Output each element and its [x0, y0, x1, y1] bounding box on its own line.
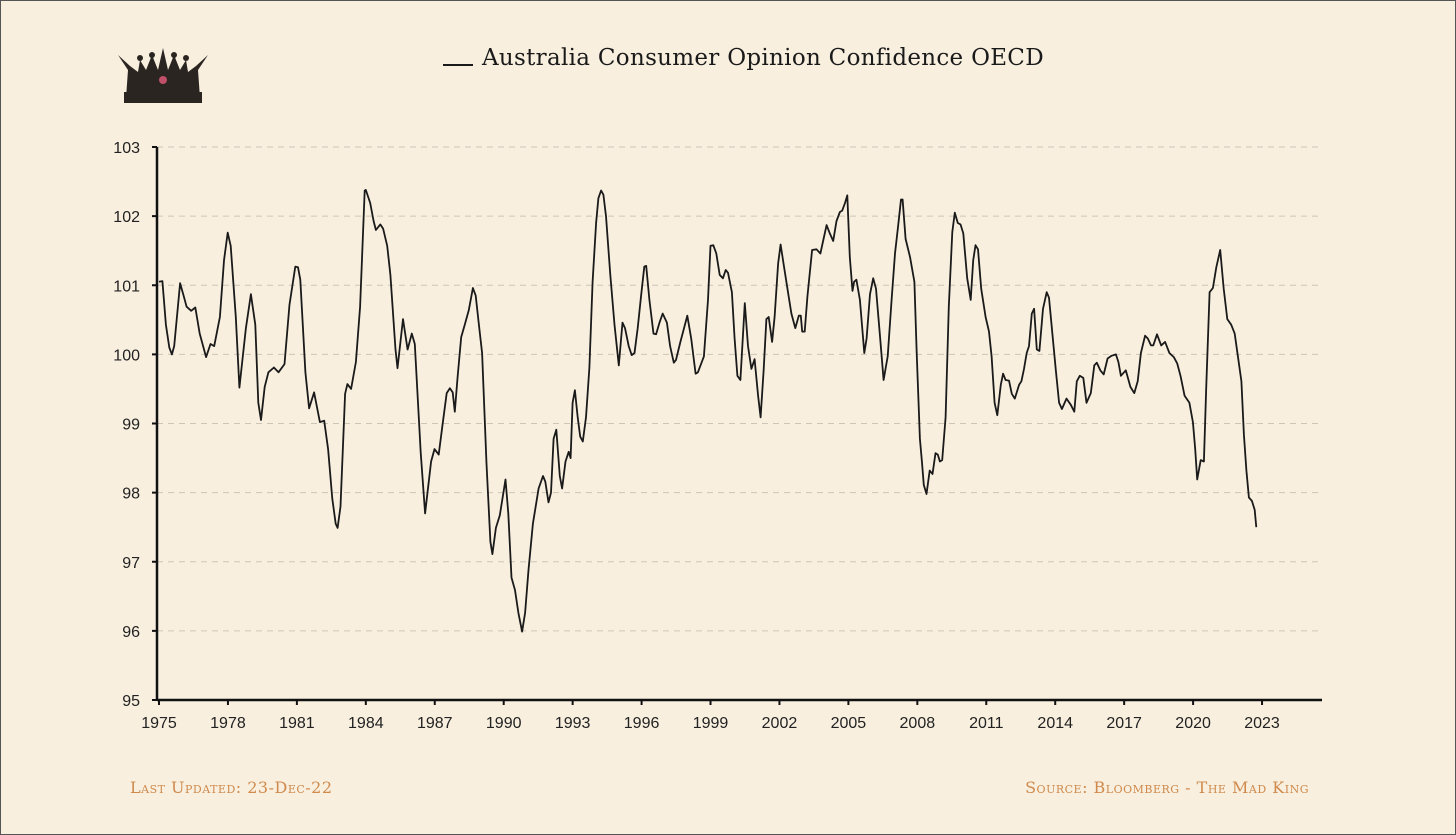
y-tick-label: 97: [122, 555, 140, 572]
y-tick-label: 102: [113, 209, 140, 226]
x-tick-label: 1996: [624, 715, 660, 732]
y-tick-label: 101: [113, 278, 140, 295]
x-tick-label: 1990: [486, 715, 522, 732]
x-tick-label: 2008: [900, 715, 936, 732]
x-tick-label: 1984: [348, 715, 384, 732]
y-tick-label: 99: [122, 417, 140, 434]
x-tick-label: 1981: [279, 715, 315, 732]
legend-line-swatch: [443, 64, 473, 66]
last-updated-label: Last Updated: 23-Dec-22: [130, 778, 333, 797]
x-tick-label: 2002: [762, 715, 798, 732]
x-tick-label: 2023: [1244, 715, 1280, 732]
y-tick-label: 98: [122, 486, 140, 503]
x-tick-label: 2017: [1106, 715, 1142, 732]
x-tick-label: 1978: [210, 715, 246, 732]
x-tick-label: 2020: [1175, 715, 1211, 732]
y-tick-label: 95: [122, 693, 140, 710]
x-tick-label: 1987: [417, 715, 453, 732]
series-line-consumer-confidence: [158, 189, 1258, 633]
x-tick-label: 2011: [969, 715, 1004, 732]
y-tick-label: 100: [113, 347, 140, 364]
y-tick-label: 96: [122, 624, 140, 641]
y-tick-label: 103: [113, 140, 140, 157]
source-label: Source: Bloomberg - The Mad King: [1025, 778, 1309, 797]
x-tick-label: 1999: [693, 715, 729, 732]
x-tick-label: 1975: [141, 715, 177, 732]
x-tick-label: 2005: [831, 715, 867, 732]
x-tick-label: 1993: [555, 715, 591, 732]
chart-title: Australia Consumer Opinion Confidence OE…: [482, 45, 1044, 71]
x-tick-label: 2014: [1037, 715, 1073, 732]
